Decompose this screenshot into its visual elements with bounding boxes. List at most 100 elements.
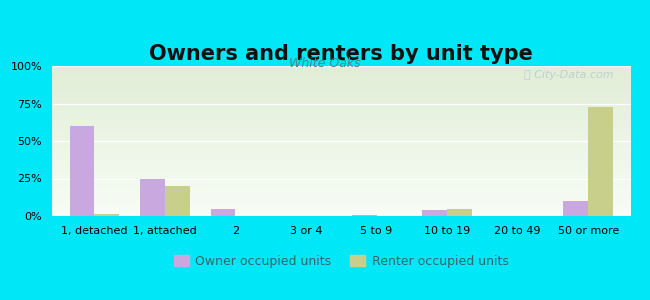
Bar xyxy=(52,80,630,81)
Bar xyxy=(52,118,630,120)
Bar xyxy=(52,92,630,93)
Bar xyxy=(52,105,630,106)
Bar xyxy=(52,112,630,114)
Bar xyxy=(52,200,630,201)
Bar xyxy=(52,168,630,170)
Bar xyxy=(52,171,630,172)
Bar xyxy=(52,190,630,192)
Bar xyxy=(52,188,630,189)
Bar xyxy=(52,174,630,176)
Bar xyxy=(52,124,630,126)
Bar xyxy=(52,182,630,183)
Bar xyxy=(52,90,630,92)
Bar xyxy=(52,146,630,147)
Bar xyxy=(52,128,630,129)
Bar xyxy=(52,153,630,154)
Bar xyxy=(52,213,630,214)
Bar xyxy=(52,206,630,207)
Title: Owners and renters by unit type: Owners and renters by unit type xyxy=(150,44,533,64)
Bar xyxy=(52,110,630,111)
Bar xyxy=(447,208,472,216)
Bar xyxy=(52,165,630,166)
Bar xyxy=(52,69,630,70)
Bar xyxy=(70,126,94,216)
Bar xyxy=(52,74,630,75)
Bar xyxy=(52,172,630,174)
Bar xyxy=(52,117,630,118)
Bar xyxy=(52,202,630,204)
Bar xyxy=(52,81,630,82)
Bar xyxy=(588,106,613,216)
Bar xyxy=(52,78,630,80)
Bar xyxy=(52,194,630,195)
Bar xyxy=(52,85,630,87)
Bar xyxy=(52,116,630,117)
Bar xyxy=(52,178,630,180)
Bar xyxy=(52,98,630,99)
Bar xyxy=(52,148,630,150)
Bar xyxy=(52,210,630,212)
Bar xyxy=(52,201,630,202)
Bar xyxy=(52,87,630,88)
Bar xyxy=(52,158,630,159)
Bar xyxy=(52,156,630,158)
Bar xyxy=(52,169,630,171)
Bar xyxy=(52,82,630,84)
Bar xyxy=(52,70,630,72)
Bar xyxy=(165,186,190,216)
Bar xyxy=(564,201,588,216)
Bar xyxy=(52,106,630,108)
Bar xyxy=(52,150,630,152)
Bar xyxy=(52,94,630,96)
Bar xyxy=(52,123,630,124)
Bar xyxy=(52,198,630,200)
Bar xyxy=(52,111,630,112)
Text: Ⓒ City-Data.com: Ⓒ City-Data.com xyxy=(523,70,613,80)
Bar xyxy=(52,108,630,110)
Bar xyxy=(52,160,630,162)
Bar xyxy=(52,180,630,182)
Bar xyxy=(94,214,119,216)
Bar xyxy=(52,76,630,78)
Bar xyxy=(52,186,630,188)
Bar xyxy=(52,152,630,153)
Bar xyxy=(52,159,630,160)
Bar xyxy=(52,167,630,168)
Bar xyxy=(52,103,630,105)
Bar xyxy=(52,122,630,123)
Bar xyxy=(52,214,630,216)
Bar xyxy=(52,72,630,74)
Bar xyxy=(52,138,630,140)
Bar xyxy=(52,132,630,134)
Bar xyxy=(52,183,630,184)
Bar xyxy=(52,142,630,144)
Bar xyxy=(52,164,630,165)
Text: White Oaks: White Oaks xyxy=(289,57,361,70)
Bar xyxy=(52,88,630,90)
Bar xyxy=(52,114,630,116)
Bar xyxy=(52,184,630,186)
Bar xyxy=(52,120,630,122)
Bar xyxy=(52,207,630,208)
Bar xyxy=(422,210,447,216)
Bar xyxy=(52,192,630,194)
Bar xyxy=(52,126,630,128)
Bar xyxy=(52,195,630,196)
Bar xyxy=(352,215,376,216)
Bar xyxy=(52,93,630,94)
Bar xyxy=(52,130,630,132)
Bar xyxy=(52,75,630,76)
Bar xyxy=(52,68,630,69)
Bar xyxy=(52,140,630,141)
Bar xyxy=(52,176,630,177)
Bar xyxy=(52,136,630,138)
Bar xyxy=(140,178,165,216)
Bar xyxy=(52,162,630,164)
Bar xyxy=(52,84,630,86)
Bar xyxy=(52,135,630,136)
Bar xyxy=(52,204,630,206)
Bar xyxy=(52,189,630,190)
Bar xyxy=(52,147,630,148)
Bar xyxy=(52,177,630,178)
Bar xyxy=(52,144,630,146)
